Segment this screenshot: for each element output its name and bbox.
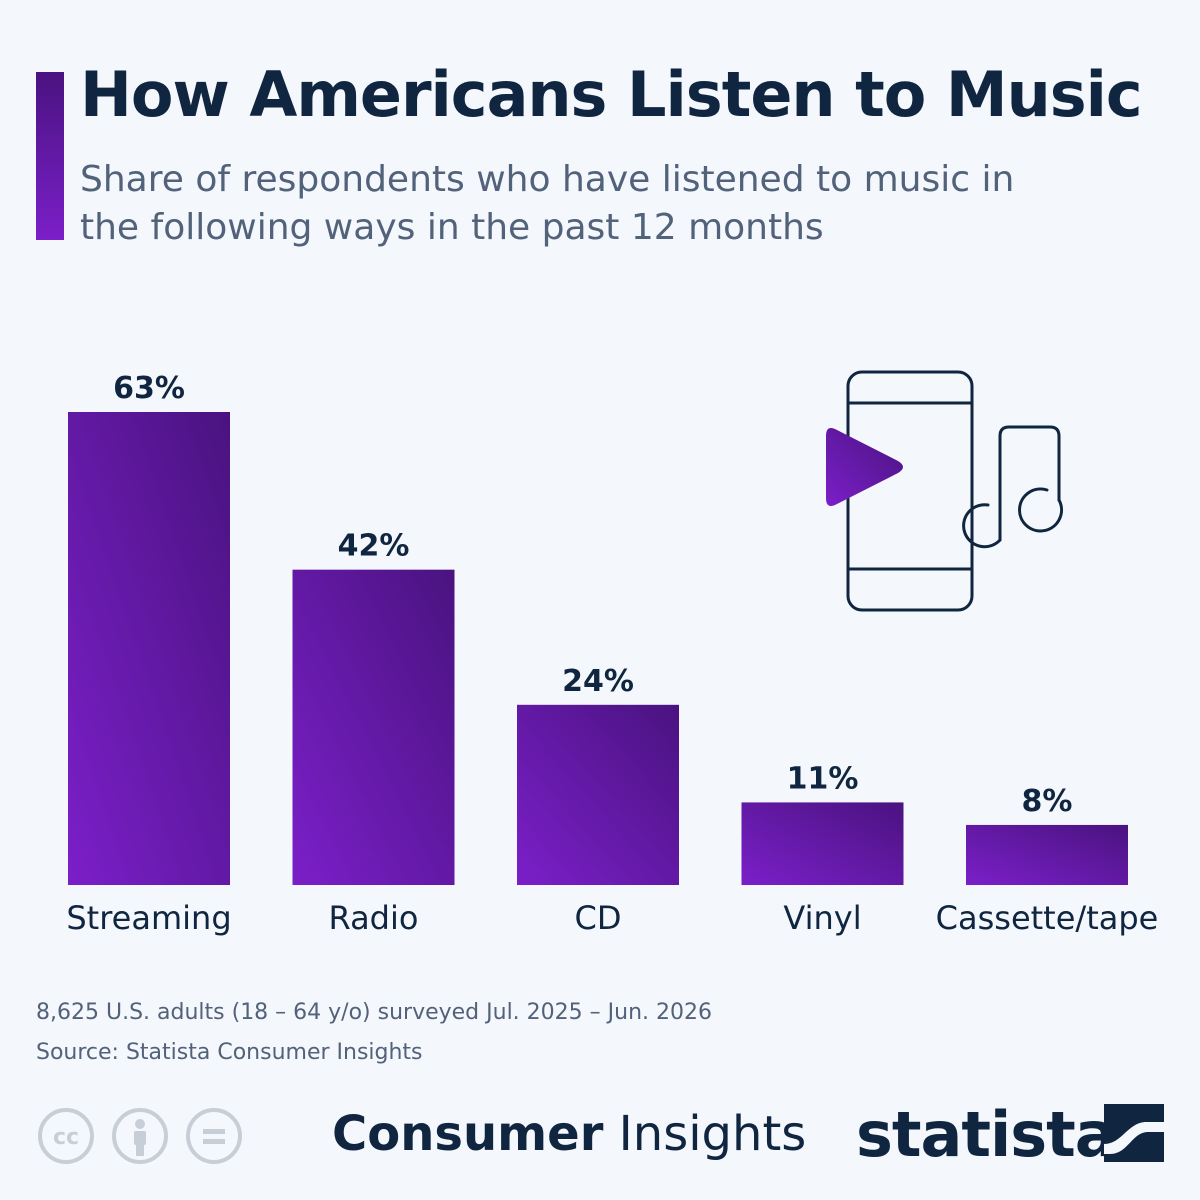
- bar-chart: 63% Streaming 42% Radio 24% CD 11% Vinyl 8% Casse…: [66, 370, 1159, 937]
- value-label-cassette-tape: 8%: [1022, 784, 1073, 819]
- consumer-insights-brand: Consumer Insights: [332, 1106, 806, 1162]
- music-note-stem: [998, 425, 1061, 542]
- title-accent-bar: [36, 72, 64, 240]
- value-label-radio: 42%: [338, 529, 410, 564]
- survey-note: 8,625 U.S. adults (18 – 64 y/o) surveyed…: [36, 1000, 712, 1025]
- bar-cassette-tape: [966, 824, 1128, 885]
- attribution-icon[interactable]: [110, 1106, 170, 1166]
- category-label-streaming: Streaming: [66, 899, 231, 937]
- bar-vinyl: [741, 802, 904, 885]
- svg-text:cc: cc: [53, 1125, 79, 1150]
- bar-streaming: [68, 412, 230, 885]
- play-icon: [826, 428, 903, 506]
- cc-icon[interactable]: cc: [36, 1106, 96, 1166]
- brand-light-text: Insights: [618, 1106, 807, 1162]
- phone-music-icon: [846, 370, 1064, 612]
- category-label-vinyl: Vinyl: [783, 899, 861, 937]
- category-label-radio: Radio: [329, 899, 419, 937]
- statista-logo-icon[interactable]: [1104, 1104, 1164, 1162]
- page-title: How Americans Listen to Music: [80, 58, 1143, 131]
- category-label-cassette-tape: Cassette/tape: [936, 899, 1159, 937]
- value-label-cd: 24%: [562, 664, 634, 699]
- music-note-head-left: [962, 503, 1002, 549]
- license-icons: cc: [36, 1106, 244, 1166]
- statista-logo-text[interactable]: statista: [856, 1098, 1117, 1171]
- category-label-cd: CD: [575, 899, 622, 937]
- source-note: Source: Statista Consumer Insights: [36, 1040, 423, 1065]
- value-label-vinyl: 11%: [787, 761, 859, 796]
- value-label-streaming: 63%: [113, 371, 185, 406]
- brand-bold-text: Consumer: [332, 1106, 604, 1162]
- no-derivatives-icon[interactable]: [184, 1106, 244, 1166]
- phone-body: [846, 370, 974, 612]
- page-subtitle: Share of respondents who have listened t…: [80, 159, 1015, 248]
- bar-cd: [517, 704, 679, 885]
- music-note-head-right: [1018, 487, 1064, 533]
- bar-radio: [292, 569, 455, 885]
